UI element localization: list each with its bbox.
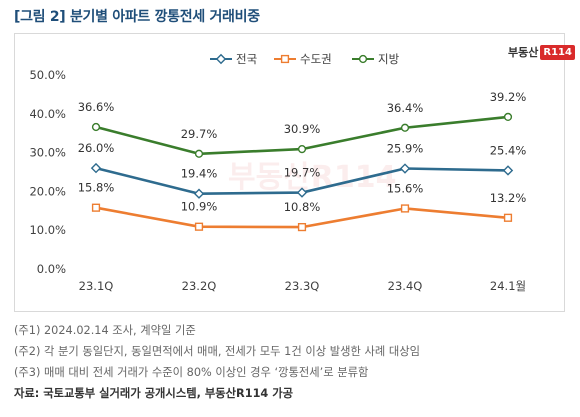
y-tick-label: 50.0%: [29, 68, 66, 82]
data-point: [91, 122, 101, 132]
footnote-1: (주1) 2024.02.14 조사, 계약일 기준: [14, 324, 196, 337]
data-point: [399, 163, 411, 174]
footnote-2: (주2) 각 분기 동일단지, 동일면적에서 매매, 전세가 모두 1건 이상 …: [14, 345, 421, 358]
data-label: 36.4%: [387, 101, 424, 115]
data-point: [503, 213, 513, 222]
logo-badge: R114: [540, 44, 575, 60]
y-tick-label: 40.0%: [29, 107, 66, 121]
data-label: 30.9%: [284, 122, 321, 136]
chart-svg: 0.0% 10.0% 20.0% 30.0% 40.0% 50.0% 23.1Q 23.2Q 2…: [29, 52, 527, 293]
data-label: 10.9%: [181, 200, 218, 214]
data-point: [194, 149, 204, 158]
legend-label: 수도권: [300, 52, 332, 66]
data-point: [400, 123, 410, 132]
data-label: 36.6%: [78, 100, 115, 114]
data-label: 15.6%: [387, 181, 424, 195]
data-label: 13.2%: [490, 191, 527, 205]
legend-label: 전국: [236, 52, 257, 66]
y-tick-label: 10.0%: [29, 223, 66, 237]
data-label: 29.7%: [181, 127, 218, 141]
x-tick-label: 24.1월: [490, 279, 526, 293]
logo-text: 부동산: [508, 46, 539, 59]
chart-title: [그림 2] 분기별 아파트 깡통전세 거래비중: [14, 9, 260, 25]
data-label: 15.8%: [78, 181, 115, 195]
data-point: [503, 112, 513, 122]
data-point: [400, 204, 410, 213]
y-tick-label: 30.0%: [29, 146, 66, 160]
x-tick-label: 23.1Q: [79, 279, 114, 293]
data-label: 39.2%: [490, 90, 527, 104]
data-label: 25.4%: [490, 143, 527, 157]
data-label: 26.0%: [78, 141, 115, 155]
data-label: 10.8%: [284, 200, 321, 214]
x-tick-label: 23.4Q: [388, 279, 423, 293]
data-point: [193, 188, 205, 199]
x-tick-label: 23.2Q: [182, 279, 217, 293]
brand-logo: 부동산 R114: [508, 42, 575, 62]
data-point: [297, 145, 307, 154]
legend-marker: [215, 53, 227, 65]
source-note: 자료: 국토교통부 실거래가 공개시스템, 부동산R114 가공: [14, 387, 294, 400]
data-point: [502, 165, 514, 176]
data-point: [296, 187, 308, 198]
legend-marker: [358, 54, 368, 64]
data-point: [297, 222, 307, 232]
data-label: 19.7%: [284, 166, 321, 180]
chart-frame: [14, 33, 565, 312]
legend-marker: [280, 54, 290, 64]
data-label: 19.4%: [181, 167, 218, 181]
legend-label: 지방: [378, 52, 400, 66]
x-tick-label: 23.3Q: [285, 279, 320, 293]
footnotes: (주1) 2024.02.14 조사, 계약일 기준 (주2) 각 분기 동일단…: [14, 320, 420, 404]
data-point: [194, 222, 204, 231]
footnote-3: (주3) 매매 대비 전세 거래가 수준이 80% 이상인 경우 ‘깡통전세’로…: [14, 366, 369, 379]
data-point: [90, 162, 102, 174]
y-tick-label: 20.0%: [29, 184, 66, 198]
data-point: [91, 203, 101, 212]
y-tick-label: 0.0%: [37, 262, 66, 276]
data-label: 25.9%: [387, 142, 424, 156]
